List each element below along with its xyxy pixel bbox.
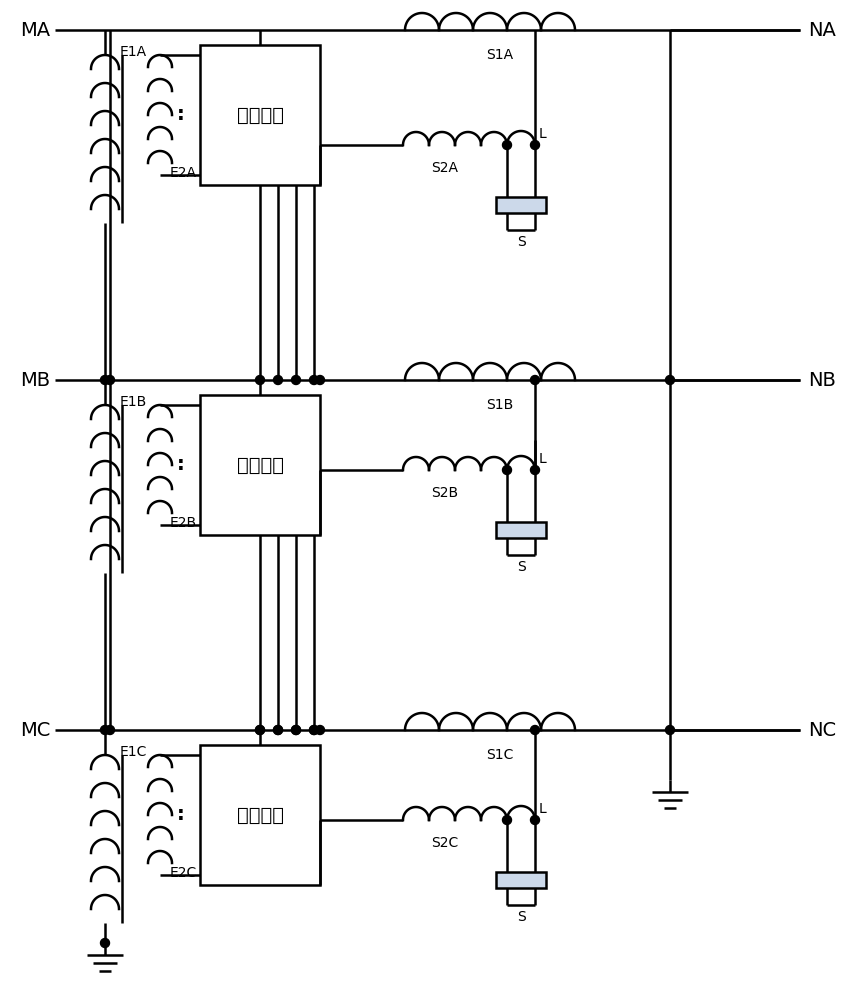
Circle shape [316,375,324,384]
Circle shape [256,375,264,384]
Bar [200,395,320,535]
Circle shape [503,140,511,149]
Text: S2B: S2B [432,486,458,500]
Text: E1C: E1C [120,745,148,759]
Circle shape [666,375,674,384]
Bar [200,745,320,885]
Text: NC: NC [808,720,837,740]
Text: E1A: E1A [120,45,147,59]
Text: S: S [517,560,525,574]
Circle shape [256,726,264,734]
Circle shape [503,466,511,475]
Circle shape [292,726,300,734]
Bar [496,872,546,888]
Text: 调压开关: 调压开关 [237,105,283,124]
Circle shape [530,375,540,384]
Circle shape [310,726,318,734]
Text: S2A: S2A [432,161,458,175]
Circle shape [274,375,282,384]
Circle shape [100,938,110,948]
Circle shape [310,375,318,384]
Text: :: : [177,105,184,124]
Text: NA: NA [808,20,836,39]
Text: L: L [539,802,547,816]
Text: E2B: E2B [170,516,197,530]
Text: MB: MB [20,370,50,389]
Circle shape [292,726,300,734]
Bar [200,45,320,185]
Text: MA: MA [20,20,50,39]
Circle shape [106,375,114,384]
Text: :: : [177,456,184,475]
Text: L: L [539,452,547,466]
Text: 调压开关: 调压开关 [237,806,283,824]
Circle shape [310,726,318,734]
Text: L: L [539,127,547,141]
Circle shape [666,726,674,734]
Circle shape [256,726,264,734]
Circle shape [530,726,540,734]
Text: NB: NB [808,370,836,389]
Circle shape [100,726,110,734]
Text: S: S [517,235,525,249]
Bar [496,197,546,213]
Circle shape [316,726,324,734]
Text: E2A: E2A [170,166,197,180]
Text: :: : [177,806,184,824]
Text: S1B: S1B [486,398,514,412]
Text: S2C: S2C [432,836,459,850]
Circle shape [100,375,110,384]
Text: S1A: S1A [486,48,514,62]
Circle shape [530,816,540,824]
Circle shape [106,726,114,734]
Circle shape [274,726,282,734]
Circle shape [292,375,300,384]
Circle shape [274,726,282,734]
Text: S: S [517,910,525,924]
Text: MC: MC [20,720,50,740]
Circle shape [530,140,540,149]
Bar [496,522,546,538]
Text: 调压开关: 调压开关 [237,456,283,475]
Circle shape [503,816,511,824]
Text: S1C: S1C [486,748,514,762]
Circle shape [530,466,540,475]
Text: E2C: E2C [170,866,197,880]
Text: E1B: E1B [120,395,148,409]
